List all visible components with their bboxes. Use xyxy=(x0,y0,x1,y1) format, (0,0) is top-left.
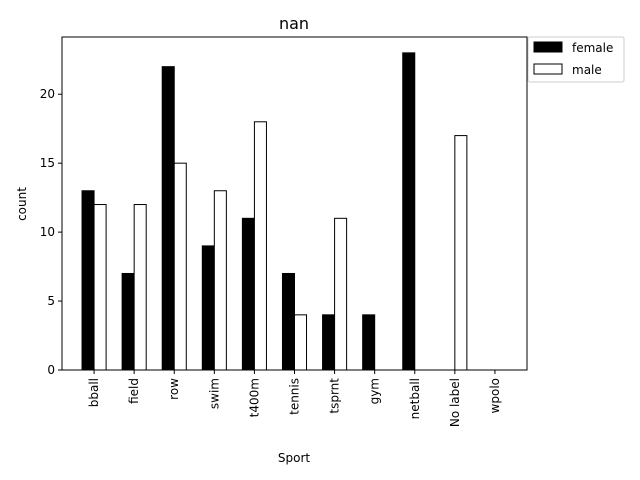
legend-label-female: female xyxy=(572,41,613,55)
bar-female-field xyxy=(121,272,135,371)
bar-female-t400m xyxy=(241,217,255,371)
bar-female-netball xyxy=(402,52,416,371)
x-tick-label: tsprnt xyxy=(328,378,342,414)
y-tick-label: 5 xyxy=(47,294,55,308)
x-tick-label: wpolo xyxy=(488,378,502,413)
bar-female-gym xyxy=(362,314,376,371)
legend: female male xyxy=(527,36,625,83)
x-tick-label: row xyxy=(167,378,181,400)
legend-swatch-male xyxy=(533,63,563,75)
y-tick-label: 10 xyxy=(40,225,55,239)
y-tick-label: 0 xyxy=(47,363,55,377)
x-tick-label: netball xyxy=(408,378,422,419)
x-tick-label: t400m xyxy=(247,378,261,417)
x-tick-label: No label xyxy=(448,378,462,427)
bar-female-swim xyxy=(201,245,215,371)
bar-female-row xyxy=(161,66,175,371)
y-axis-label: count xyxy=(15,187,29,221)
legend-label-male: male xyxy=(572,63,602,77)
chart-title: nan xyxy=(279,14,309,33)
legend-swatch-female xyxy=(533,41,563,53)
bar-female-bball xyxy=(81,190,95,371)
bar-female-tennis xyxy=(281,272,296,371)
x-axis-label: Sport xyxy=(278,451,311,465)
x-tick-label: swim xyxy=(207,378,221,409)
bar-male-tsprnt xyxy=(334,217,348,371)
bar-male-row xyxy=(173,162,187,371)
bar-male-swim xyxy=(213,190,227,371)
y-tick-label: 20 xyxy=(40,87,55,101)
y-tick-label: 15 xyxy=(40,156,55,170)
bar-male-field xyxy=(133,204,147,371)
bar-male-tennis xyxy=(294,314,308,371)
bar-female-tsprnt xyxy=(322,314,336,371)
x-tick-label: tennis xyxy=(288,378,302,415)
bar-male-bball xyxy=(93,204,107,371)
bar-male-t400m xyxy=(253,121,267,371)
x-tick-label: gym xyxy=(368,378,382,404)
bar-male-no-label xyxy=(454,135,468,371)
x-tick-label: bball xyxy=(87,378,101,407)
plot-frame xyxy=(61,36,528,371)
x-tick-label: field xyxy=(127,378,141,404)
